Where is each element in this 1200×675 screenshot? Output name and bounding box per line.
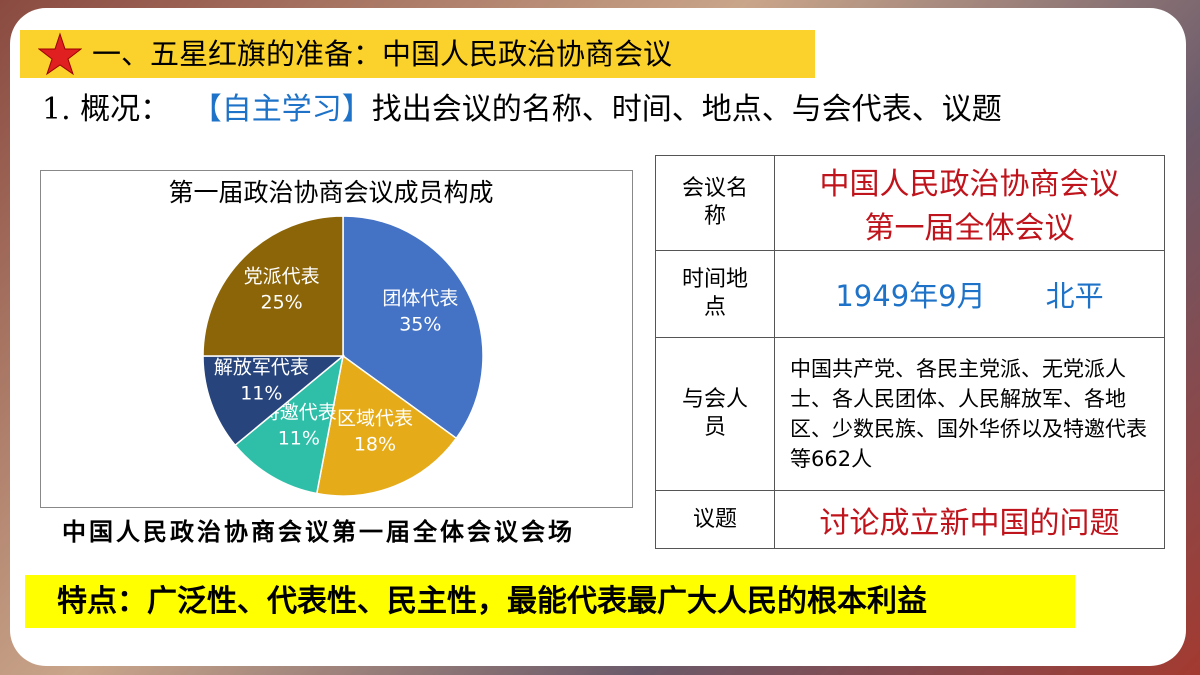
intro-tag: 【自主学习】 [191, 92, 372, 127]
value-text: 北平 [1045, 279, 1104, 313]
pie-slice [202, 355, 346, 447]
header: 一、五星红旗的准备：中国人民政治协商会议 [20, 30, 815, 78]
slice-label: 解放军代表 [214, 356, 309, 378]
footer: 特点：广泛性、代表性、民主性，最能代表最广大人民的根本利益 [25, 575, 1075, 628]
slice-label: 党派代表 [244, 266, 320, 288]
pie-slice [202, 215, 344, 357]
intro: 1. 概况： 【自主学习】找出会议的名称、时间、地点、与会代表、议题 [42, 88, 1002, 132]
slice-value: 25% [261, 292, 303, 314]
value-text: 中国共产党、各民主党派、无党派人士、各人民团体、人民解放军、各地区、少数民族、国… [790, 357, 1147, 471]
slice-value: 35% [399, 314, 441, 336]
row-value: 讨论成立新中国的问题 [774, 490, 1165, 549]
pie-slice [315, 354, 458, 497]
pie-chart: 第一届政治协商会议成员构成 团体代表35%区域代表18%特邀代表11%解放军代表… [168, 178, 494, 497]
intro-label: 1. 概况： [42, 92, 171, 127]
slice-label: 区域代表 [337, 408, 413, 430]
value-text: 1949年9月 [835, 279, 986, 313]
row-value: 中国共产党、各民主党派、无党派人士、各人民团体、人民解放军、各地区、少数民族、国… [774, 337, 1165, 491]
table-row: 议题 讨论成立新中国的问题 [655, 490, 1165, 549]
table-row: 与会人员 中国共产党、各民主党派、无党派人士、各人民团体、人民解放军、各地区、少数… [655, 337, 1165, 491]
slice-value: 18% [354, 434, 396, 456]
caption: 中国人民政治协商会议第一届全体会议会场 [62, 517, 575, 546]
pie-slice [234, 354, 345, 495]
intro-task: 找出会议的名称、时间、地点、与会代表、议题 [371, 92, 1002, 127]
chart-title: 第一届政治协商会议成员构成 [168, 178, 493, 207]
star-icon [38, 32, 82, 76]
row-value: 1949年9月 北平 [774, 250, 1165, 338]
header-title: 一、五星红旗的准备：中国人民政治协商会议 [92, 37, 673, 71]
row-label: 与会人员 [655, 337, 775, 491]
chart-box: 第一届政治协商会议成员构成 团体代表 35% 区域代表 18% 特邀代表 11% 解放军代表… [40, 170, 633, 508]
row-label: 会议名称 [655, 155, 775, 251]
row-label: 时间地点 [655, 250, 775, 338]
value-text: 中国人民政治协商会议 [819, 167, 1120, 202]
slice-value: 11% [278, 428, 320, 450]
value-text: 第一届全体会议 [864, 211, 1075, 246]
value-text: 讨论成立新中国的问题 [819, 505, 1120, 541]
row-value: 中国人民政治协商会议 第一届全体会议 [774, 155, 1165, 251]
table-row: 会议名称 中国人民政治协商会议 第一届全体会议 [655, 155, 1165, 251]
table-row: 时间地点 1949年9月 北平 [655, 250, 1165, 338]
slice-value: 11% [240, 382, 282, 404]
pie-slice [342, 215, 484, 440]
row-label: 议题 [655, 490, 775, 549]
slice-label: 团体代表 [382, 288, 458, 310]
info-table: 会议名称 中国人民政治协商会议 第一届全体会议 时间地点 1949年9月 北平 与会人员 中国… [655, 155, 1165, 549]
